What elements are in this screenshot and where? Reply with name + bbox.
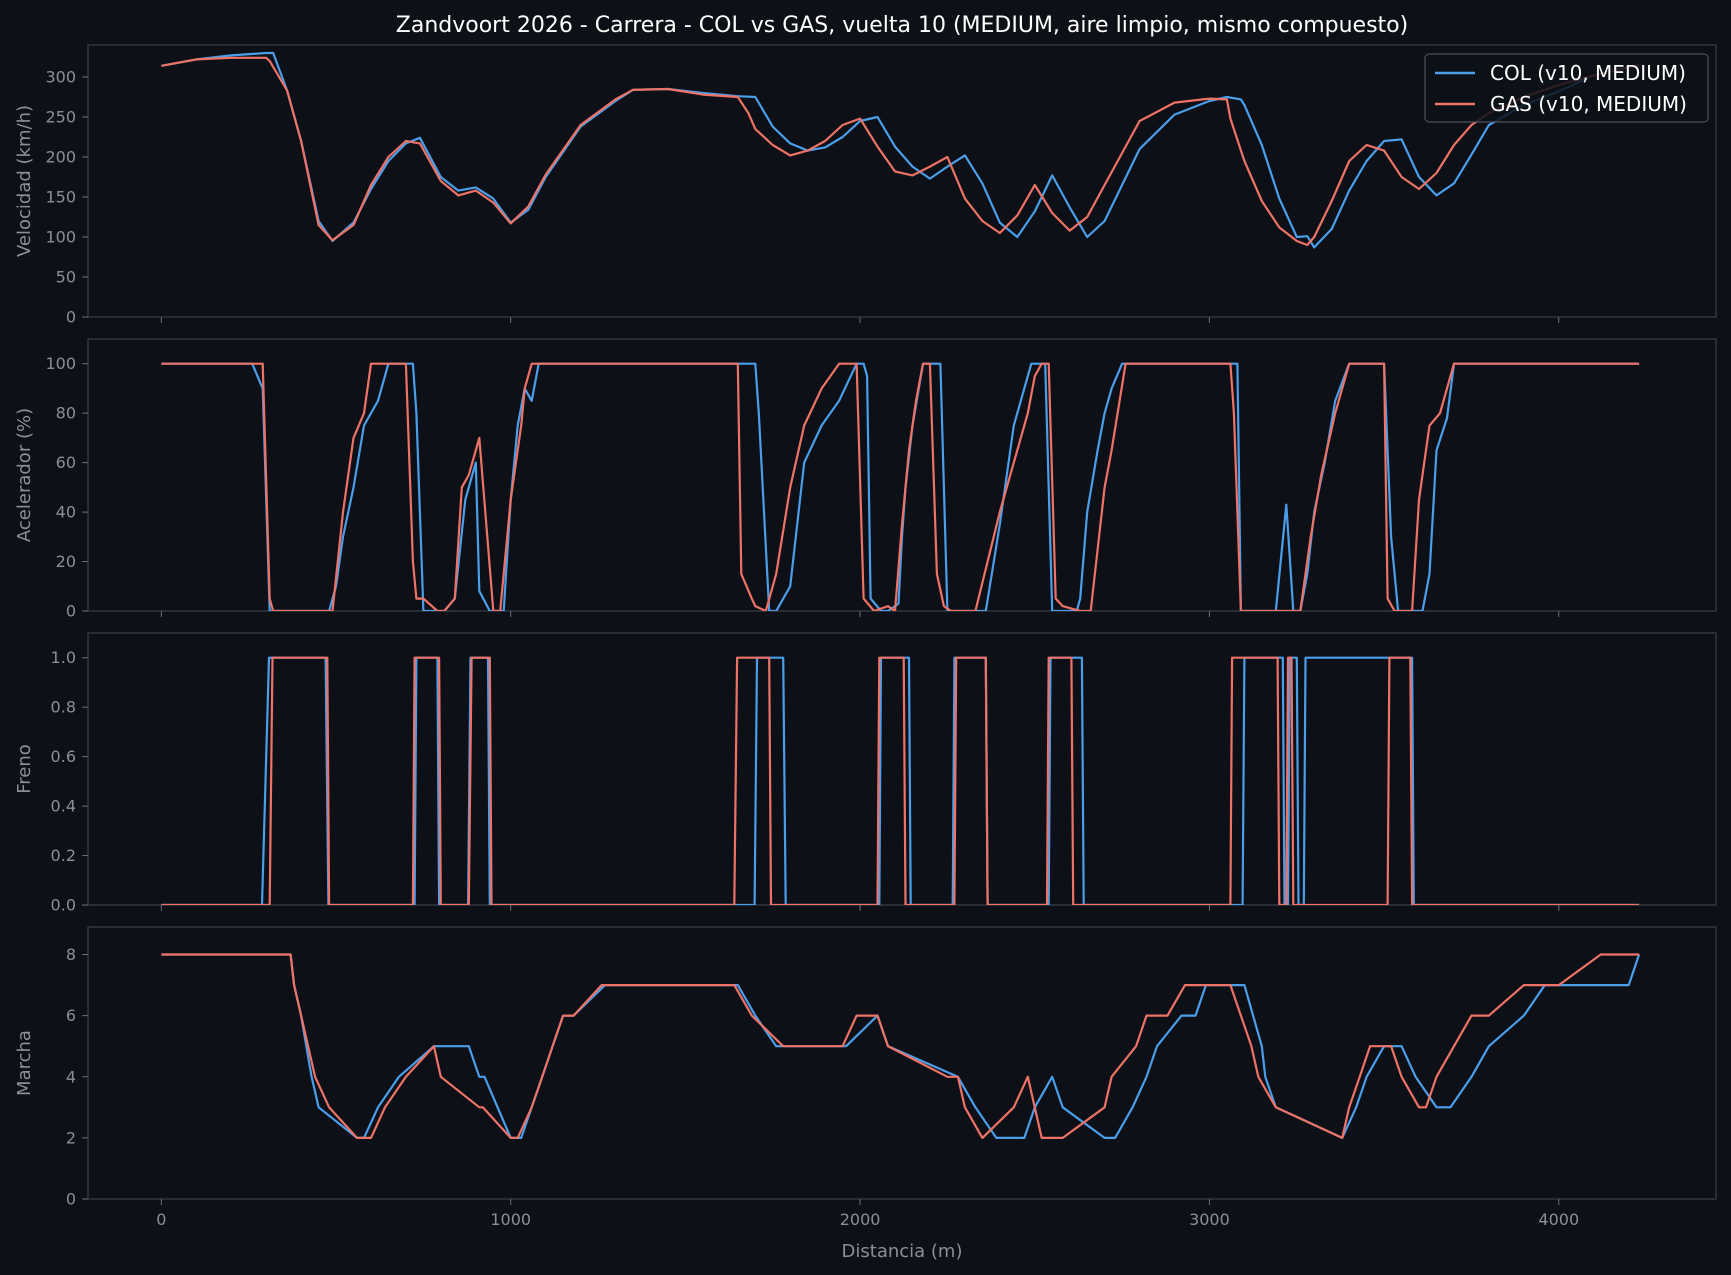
legend: COL (v10, MEDIUM) GAS (v10, MEDIUM) [1424, 53, 1709, 123]
y-tick-label: 0.6 [51, 747, 76, 766]
y-tick-label: 100 [45, 228, 76, 247]
series-line-gas [161, 656, 1640, 905]
x-tick-label: 0 [156, 1210, 166, 1229]
x-axis-label: Distancia (m) [842, 1241, 963, 1262]
y-tick-label: 0 [66, 602, 76, 621]
y-tick-label: 4 [66, 1067, 76, 1086]
y-tick-label: 6 [66, 1006, 76, 1025]
plot-area [87, 926, 1717, 1200]
y-tick-label: 50 [56, 268, 76, 287]
y-tick-label: 80 [56, 404, 76, 423]
y-axis-label: Acelerador (%) [14, 408, 35, 542]
series-line-gas [161, 56, 1640, 247]
series-line-gas [161, 362, 1640, 611]
legend-label: COL (v10, MEDIUM) [1490, 61, 1686, 85]
x-tick-label: 1000 [490, 1210, 531, 1229]
y-tick-label: 150 [45, 188, 76, 207]
y-tick-label: 1.0 [51, 648, 76, 667]
y-tick-label: 0.0 [51, 896, 76, 915]
y-tick-label: 0.4 [51, 797, 76, 816]
y-axis-label: Freno [14, 744, 35, 794]
y-tick-label: 200 [45, 148, 76, 167]
y-tick-label: 250 [45, 108, 76, 127]
panel-4: 0 2 4 6 8 0 1000 2000 3000 4000 Marcha [14, 926, 1717, 1229]
series-line-gas [161, 953, 1640, 1140]
y-tick-label: 40 [56, 503, 76, 522]
chart-title: Zandvoort 2026 - Carrera - COL vs GAS, v… [396, 13, 1408, 38]
legend-box [1424, 53, 1709, 123]
y-tick-label: 0.2 [51, 846, 76, 865]
y-tick-label: 300 [45, 68, 76, 87]
y-axis-label: Velocidad (km/h) [14, 105, 35, 257]
y-tick-label: 100 [45, 354, 76, 373]
y-tick-label: 0.8 [51, 698, 76, 717]
x-tick-label: 3000 [1189, 1210, 1230, 1229]
x-tick-label: 2000 [840, 1210, 881, 1229]
y-tick-label: 60 [56, 453, 76, 472]
x-tick-label: 4000 [1538, 1210, 1579, 1229]
y-tick-label: 0 [66, 1190, 76, 1209]
series-line-col [161, 953, 1641, 1140]
y-tick-label: 8 [66, 945, 76, 964]
panel-1: 0 50 100 150 200 250 300 Velocidad (km/h) COL (v… [14, 44, 1717, 327]
y-tick-label: 20 [56, 552, 76, 571]
y-tick-label: 0 [66, 308, 76, 327]
legend-label: GAS (v10, MEDIUM) [1490, 92, 1687, 116]
panel-3: 0.0 0.2 0.4 0.6 0.8 1.0 Freno [14, 632, 1717, 915]
y-axis-label: Marcha [14, 1030, 35, 1096]
y-tick-label: 2 [66, 1128, 76, 1147]
plot-area [87, 632, 1717, 906]
plot-area [87, 338, 1717, 612]
panel-2: 0 20 40 60 80 100 Acelerador (%) [14, 338, 1717, 621]
